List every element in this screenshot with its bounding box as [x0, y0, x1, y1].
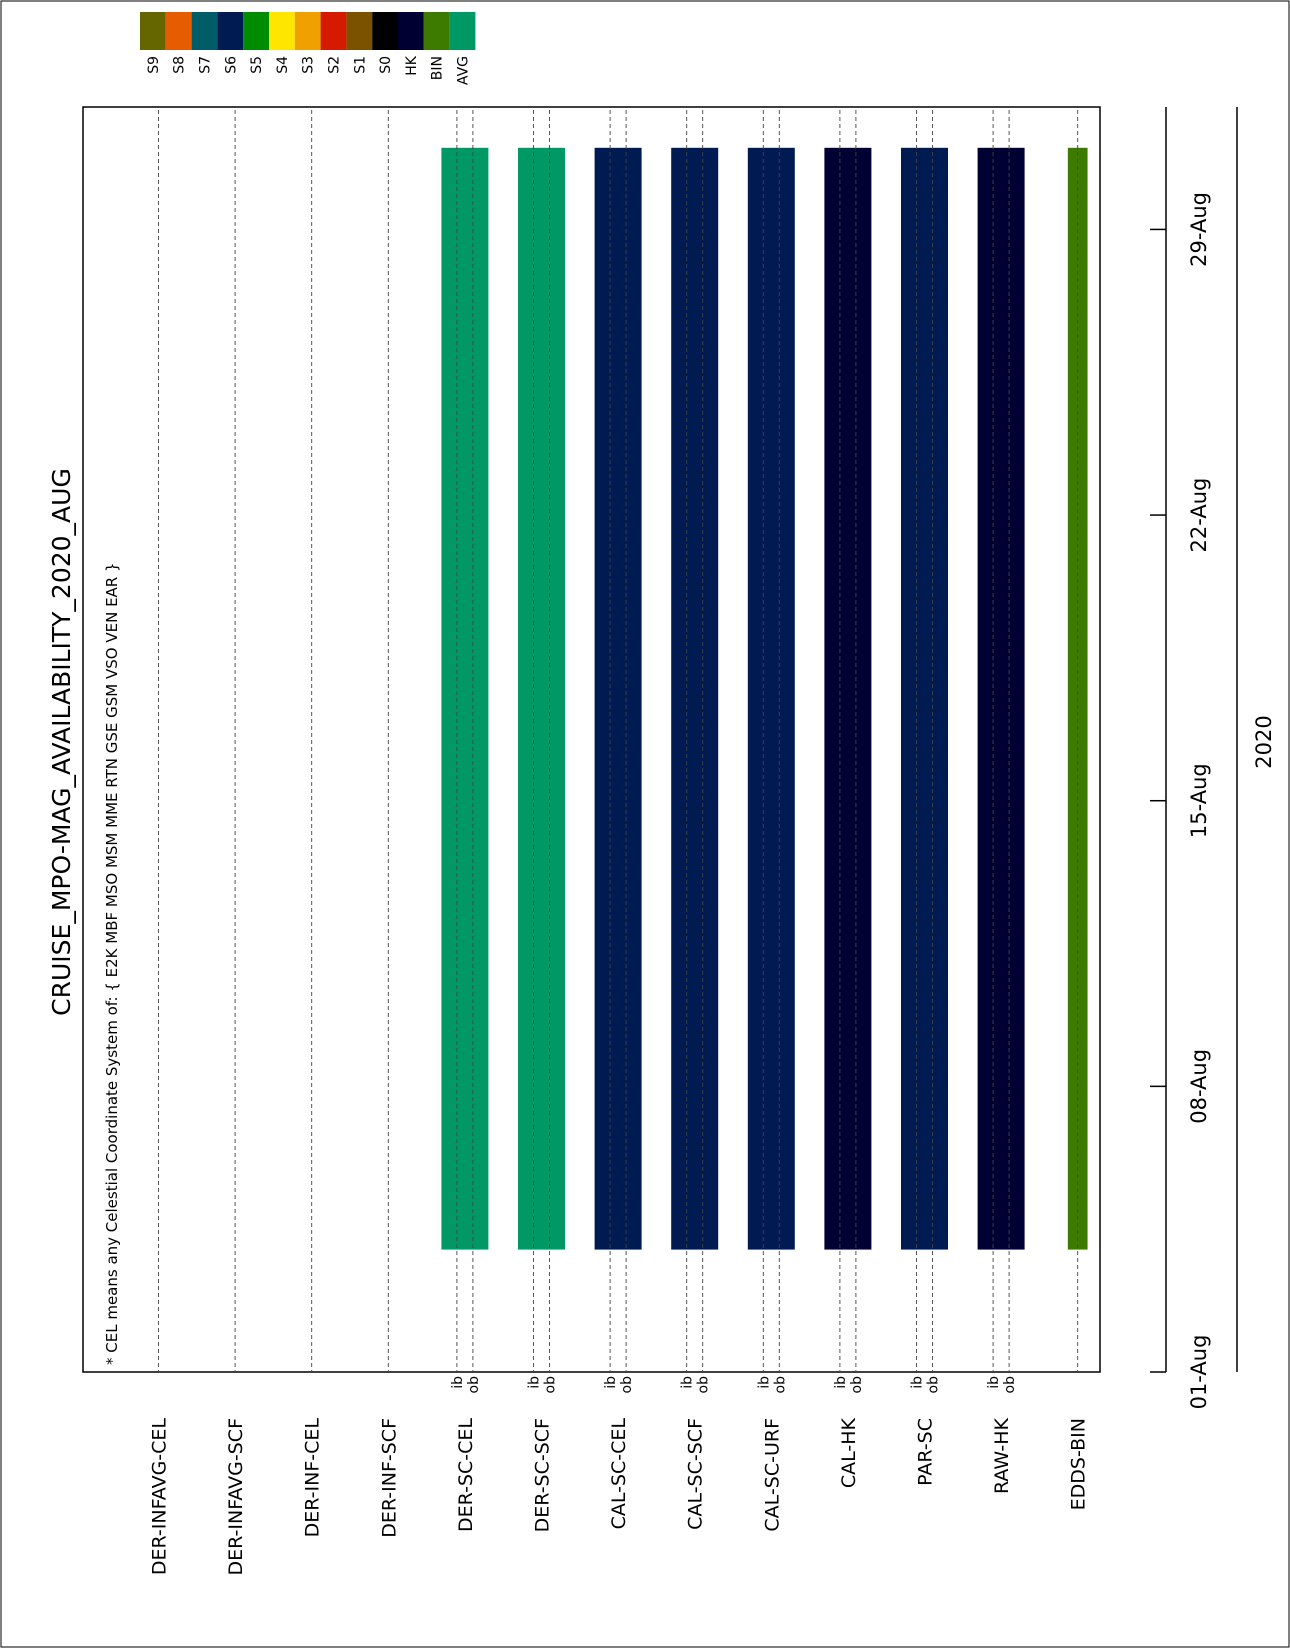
sub-label-ob: ob: [926, 1376, 942, 1394]
row-der-sc-cel: ib ob DER-SC-CEL: [441, 110, 489, 1532]
legend-swatch-s7: [191, 12, 218, 50]
legend-label-s8: S8: [172, 56, 188, 74]
legend-swatch-s6: [217, 12, 244, 50]
availability-bar: [747, 147, 795, 1250]
x-axis-year: 2020: [1252, 715, 1276, 768]
sub-label-ob: ob: [619, 1376, 635, 1394]
legend-label-s5: S5: [249, 56, 265, 74]
sub-label-ib: ib: [756, 1376, 772, 1389]
sub-label-ob: ob: [1002, 1376, 1018, 1394]
sub-label-ib: ib: [450, 1376, 466, 1389]
row-label: RAW-HK: [991, 1417, 1013, 1494]
row-der-inf-cel: DER-INF-CEL: [302, 110, 324, 1537]
sub-label-ib: ib: [910, 1376, 926, 1389]
tick-label: 08-Aug: [1187, 1049, 1211, 1124]
availability-bar: [977, 147, 1025, 1250]
availability-bar: [441, 147, 489, 1250]
sub-label-ob: ob: [772, 1376, 788, 1394]
row-label: DER-INFAVG-SCF: [225, 1418, 247, 1576]
sub-label-ob: ob: [466, 1376, 482, 1394]
sub-label-ib: ib: [986, 1376, 1002, 1389]
legend-swatch-s2: [320, 12, 347, 50]
tick-label: 29-Aug: [1187, 192, 1211, 267]
availability-bar: [824, 147, 872, 1250]
coordinate-note: * CEL means any Celestial Coordinate Sys…: [103, 562, 121, 1365]
row-der-inf-scf: DER-INF-SCF: [378, 110, 400, 1538]
sub-label-ob: ob: [849, 1376, 865, 1394]
sub-label-ob: ob: [543, 1376, 559, 1394]
legend-swatch-s8: [165, 12, 192, 50]
row-raw-hk: ib ob RAW-HK: [977, 110, 1025, 1494]
sub-label-ib: ib: [603, 1376, 619, 1389]
row-label: DER-INF-CEL: [302, 1418, 324, 1538]
sub-label-ob: ob: [696, 1376, 712, 1394]
row-cal-sc-scf: ib ob CAL-SC-SCF: [671, 110, 719, 1530]
legend-label-s6: S6: [223, 56, 239, 74]
sub-label-ib: ib: [833, 1376, 849, 1389]
legend: S9 S8 S7 S6 S5 S4 S3 S2 S1 S0 HK BIN AVG: [140, 12, 476, 85]
plot-area: [82, 106, 1101, 1373]
row-der-sc-scf: ib ob DER-SC-SCF: [518, 110, 565, 1532]
legend-swatch-s3: [294, 12, 321, 50]
legend-swatch-s1: [346, 12, 373, 50]
row-der-infavg-cel: DER-INFAVG-CEL: [149, 110, 171, 1575]
row-cal-sc-urf: ib ob CAL-SC-URF: [747, 110, 795, 1532]
row-label: DER-SC-CEL: [455, 1418, 477, 1532]
row-label: DER-INF-SCF: [378, 1418, 400, 1538]
sub-label-ib: ib: [527, 1376, 543, 1389]
legend-label-s2: S2: [327, 56, 343, 74]
sub-label-ib: ib: [680, 1376, 696, 1389]
legend-label-hk: HK: [404, 55, 420, 76]
availability-bar: [594, 147, 642, 1250]
chart-rows: DER-INFAVG-CEL DER-INFAVG-SCF DER-INF-CEL D…: [149, 110, 1090, 1576]
availability-bar: [671, 147, 719, 1250]
legend-label-s4: S4: [275, 56, 291, 74]
time-axis-ticks: 01-Aug 08-Aug 15-Aug 22-Aug 29-Aug: [1150, 192, 1211, 1409]
legend-label-bin: BIN: [430, 56, 446, 80]
chart-title: CRUISE_MPO-MAG_AVAILABILITY_2020_AUG: [47, 468, 76, 1016]
legend-label-s9: S9: [146, 56, 162, 74]
legend-label-s3: S3: [301, 56, 317, 74]
row-cal-sc-cel: ib ob CAL-SC-CEL: [594, 110, 642, 1530]
legend-label-s1: S1: [352, 56, 368, 74]
row-label: PAR-SC: [915, 1418, 937, 1486]
row-label: CAL-SC-CEL: [608, 1418, 630, 1530]
legend-swatch-bin: [423, 12, 450, 50]
row-label: CAL-HK: [838, 1417, 860, 1488]
tick-label: 15-Aug: [1187, 763, 1211, 838]
legend-swatch-s0: [372, 12, 398, 50]
row-cal-hk: ib ob CAL-HK: [824, 110, 872, 1488]
availability-bar: [518, 147, 565, 1250]
legend-swatch-s5: [243, 12, 269, 50]
row-label: DER-INFAVG-CEL: [149, 1418, 171, 1576]
legend-swatch-hk: [398, 12, 424, 50]
legend-swatch-s9: [140, 12, 166, 50]
legend-swatch-s4: [269, 12, 295, 50]
availability-bar: [901, 147, 948, 1250]
legend-label-s0: S0: [378, 56, 394, 74]
legend-label-s7: S7: [198, 56, 214, 74]
row-label: CAL-SC-SCF: [685, 1418, 707, 1530]
row-par-sc: ib ob PAR-SC: [901, 110, 948, 1486]
legend-label-avg: AVG: [456, 56, 472, 85]
tick-label: 22-Aug: [1187, 478, 1211, 553]
row-label: EDDS-BIN: [1068, 1418, 1090, 1510]
legend-swatch-avg: [449, 12, 476, 50]
row-edds-bin: EDDS-BIN: [1068, 110, 1090, 1510]
row-der-infavg-scf: DER-INFAVG-SCF: [225, 110, 247, 1576]
tick-label: 01-Aug: [1187, 1335, 1211, 1410]
row-label: DER-SC-SCF: [532, 1418, 554, 1532]
row-label: CAL-SC-URF: [761, 1418, 783, 1532]
